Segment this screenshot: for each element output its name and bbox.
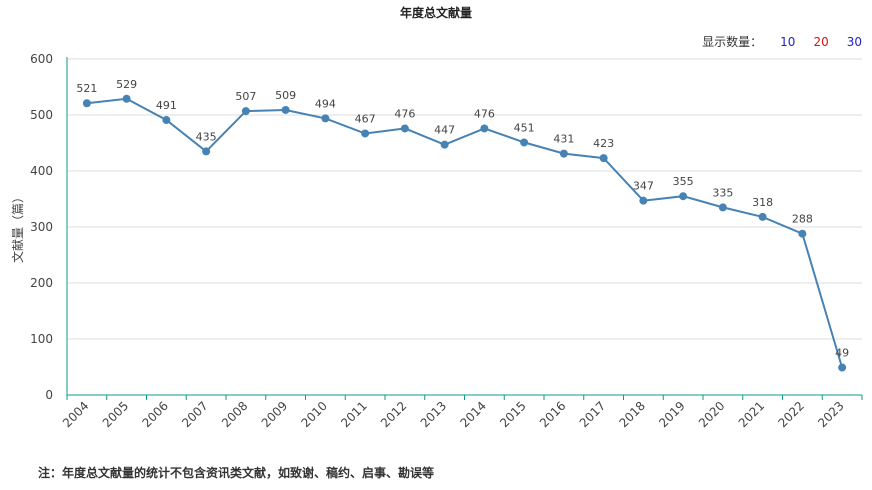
data-label: 509 (275, 89, 296, 102)
count-option-30[interactable]: 30 (846, 34, 862, 49)
x-tick-label: 2015 (497, 399, 528, 430)
x-tick-label: 2018 (616, 399, 647, 430)
count-option-10[interactable]: 10 (780, 34, 796, 49)
data-point (599, 154, 608, 163)
data-point (281, 105, 290, 114)
data-label: 318 (752, 196, 773, 209)
data-label: 288 (792, 213, 813, 226)
y-tick-label: 300 (30, 220, 53, 234)
data-point (122, 94, 131, 103)
x-tick-label: 2022 (775, 399, 806, 430)
data-label: 467 (355, 112, 376, 125)
data-point (361, 129, 370, 138)
display-count-label: 显示数量： (702, 35, 763, 49)
x-tick-label: 2016 (537, 399, 568, 430)
data-point (321, 114, 330, 123)
x-tick-label: 2011 (338, 399, 369, 430)
data-label: 529 (116, 78, 137, 91)
y-axis-label: 文献量（篇） (10, 191, 25, 263)
data-point (838, 363, 847, 372)
x-tick-label: 2009 (259, 399, 290, 430)
x-tick-label: 2006 (139, 399, 170, 430)
data-point (400, 124, 409, 133)
data-label: 431 (553, 133, 574, 146)
x-tick-label: 2008 (219, 399, 250, 430)
data-label: 335 (712, 186, 733, 199)
y-tick-label: 500 (30, 108, 53, 122)
x-tick-label: 2017 (577, 399, 608, 430)
count-option-20[interactable]: 20 (813, 34, 829, 49)
data-label: 521 (76, 82, 97, 95)
x-tick-label: 2019 (656, 399, 687, 430)
x-tick-label: 2014 (457, 399, 488, 430)
data-label: 435 (196, 130, 217, 143)
data-point (520, 138, 529, 147)
display-count-control: 显示数量： 10 20 30 (702, 33, 862, 50)
data-point (480, 124, 489, 133)
data-point (202, 147, 211, 156)
data-label: 423 (593, 137, 614, 150)
series-line (86, 97, 844, 368)
data-label: 451 (514, 121, 535, 134)
chart-title: 年度总文献量 (399, 6, 472, 20)
data-point (758, 212, 767, 221)
data-label: 476 (474, 107, 495, 120)
y-tick-label: 400 (30, 164, 53, 178)
data-point (82, 99, 91, 108)
data-point (679, 192, 688, 201)
x-tick-label: 2021 (736, 399, 767, 430)
data-point (241, 107, 250, 116)
data-label: 49 (835, 347, 849, 360)
data-point (559, 149, 568, 158)
x-tick-label: 2004 (60, 399, 91, 430)
x-tick-label: 2005 (100, 399, 131, 430)
data-point (440, 140, 449, 149)
data-label: 491 (156, 99, 177, 112)
x-tick-label: 2023 (815, 399, 846, 430)
data-label: 355 (673, 175, 694, 188)
data-label: 494 (315, 97, 336, 110)
y-tick-label: 600 (30, 52, 53, 66)
data-point (718, 203, 727, 212)
x-tick-label: 2012 (378, 399, 409, 430)
x-tick-label: 2007 (179, 399, 210, 430)
y-tick-label: 100 (30, 332, 53, 346)
x-tick-label: 2013 (418, 399, 449, 430)
data-label: 347 (633, 180, 654, 193)
y-tick-label: 0 (45, 388, 53, 402)
footnote: 注：年度总文献量的统计不包含资讯类文献，如致谢、稿约、启事、勘误等 (38, 466, 435, 480)
x-tick-label: 2020 (696, 399, 727, 430)
data-label: 447 (434, 124, 455, 137)
data-point (162, 116, 171, 125)
data-point (798, 229, 807, 238)
y-tick-label: 200 (30, 276, 53, 290)
data-label: 476 (394, 107, 415, 120)
data-label: 507 (235, 90, 256, 103)
data-point (639, 196, 648, 205)
x-tick-label: 2010 (298, 399, 329, 430)
